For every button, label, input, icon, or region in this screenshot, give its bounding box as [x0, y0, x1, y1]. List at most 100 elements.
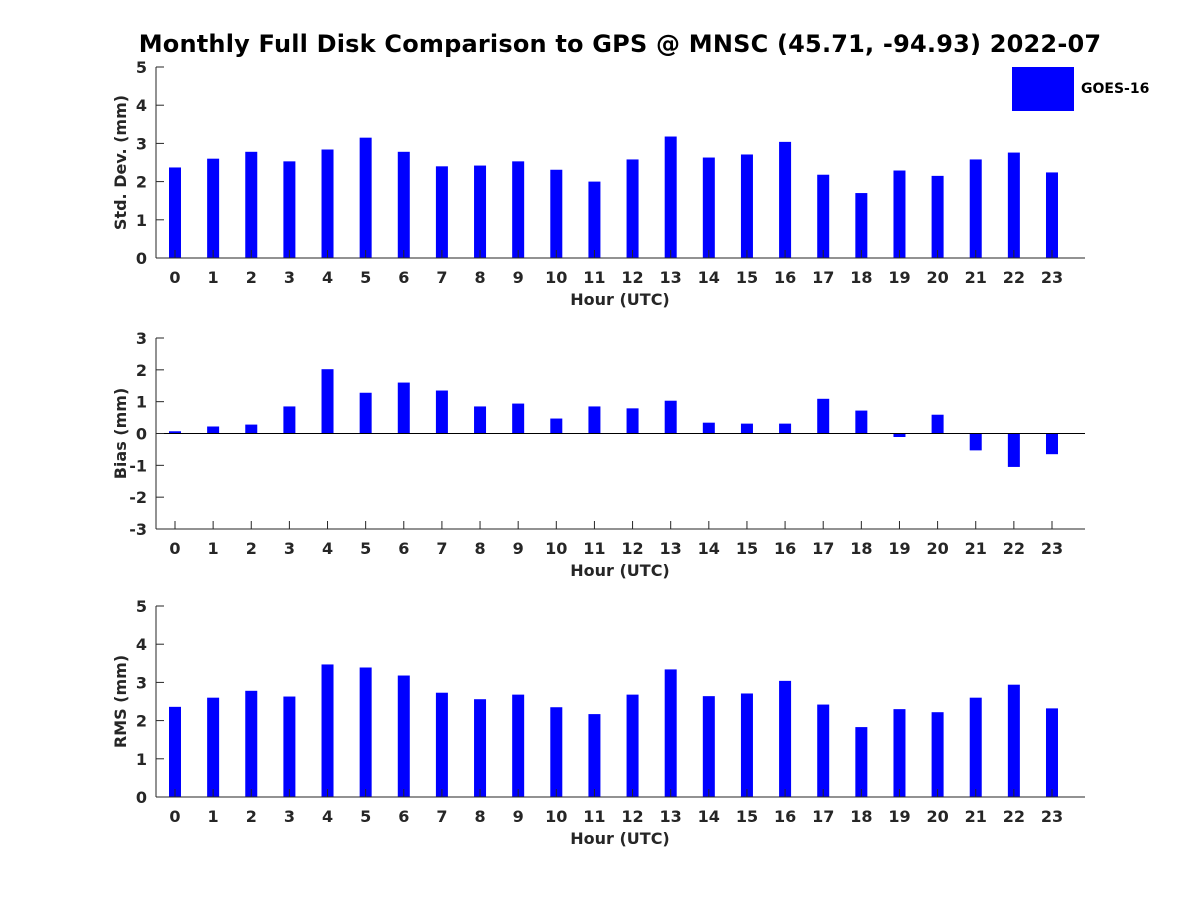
rms-xtick-label: 10 — [545, 807, 567, 826]
std-dev-bar-21 — [969, 159, 982, 258]
rms-bar-9 — [512, 694, 525, 797]
std-dev-xtick-label: 15 — [736, 268, 758, 287]
bias-xlabel: Hour (UTC) — [570, 561, 670, 580]
std-dev-bar-1 — [207, 158, 220, 258]
bias-xtick-label: 15 — [736, 539, 758, 558]
rms-ytick-label: 4 — [136, 635, 147, 654]
bias-bar-21 — [969, 433, 982, 451]
bias-xtick-label: 17 — [812, 539, 834, 558]
rms-xtick-label: 21 — [965, 807, 987, 826]
rms-xtick-label: 16 — [774, 807, 796, 826]
rms-bar-12 — [626, 694, 639, 797]
std-dev-xtick-label: 9 — [513, 268, 524, 287]
rms-bar-8 — [474, 699, 487, 797]
std-dev-bar-11 — [588, 181, 601, 258]
rms-xtick-label: 23 — [1041, 807, 1063, 826]
bias-xtick-label: 11 — [583, 539, 605, 558]
bias-bar-3 — [283, 406, 296, 434]
legend-label: GOES-16 — [1081, 81, 1150, 97]
rms-xtick-label: 8 — [474, 807, 485, 826]
bias-ytick-label: -1 — [129, 456, 147, 475]
rms-ytick-label: 2 — [136, 712, 147, 731]
rms-bar-7 — [435, 692, 448, 797]
std-dev-xtick-label: 7 — [436, 268, 447, 287]
rms-xlabel: Hour (UTC) — [570, 829, 670, 848]
rms-bar-22 — [1007, 684, 1020, 797]
std-dev-bar-12 — [626, 159, 639, 258]
bias-ytick-label: 3 — [136, 329, 147, 348]
std-dev-xtick-label: 6 — [398, 268, 409, 287]
bias-xtick-label: 2 — [246, 539, 257, 558]
std-dev-bar-22 — [1007, 152, 1020, 258]
bias-xtick-label: 23 — [1041, 539, 1063, 558]
rms-bar-6 — [397, 675, 410, 797]
rms-ytick-label: 0 — [136, 788, 147, 807]
rms-xtick-label: 12 — [621, 807, 643, 826]
bias-xtick-label: 3 — [284, 539, 295, 558]
bias-bar-17 — [817, 398, 830, 434]
bias-bar-23 — [1045, 433, 1058, 455]
rms-xtick-label: 2 — [246, 807, 257, 826]
std-dev-xtick-label: 22 — [1003, 268, 1025, 287]
bias-xtick-label: 12 — [621, 539, 643, 558]
rms-xtick-label: 4 — [322, 807, 333, 826]
std-dev-xtick-label: 3 — [284, 268, 295, 287]
rms-ylabel: RMS (mm) — [111, 655, 130, 748]
rms-xtick-label: 15 — [736, 807, 758, 826]
std-dev-bar-2 — [245, 151, 258, 258]
rms-bar-5 — [359, 667, 372, 797]
std-dev-bar-8 — [474, 165, 487, 258]
std-dev-xtick-label: 10 — [545, 268, 567, 287]
bias-bar-14 — [702, 422, 715, 434]
bias-xtick-label: 6 — [398, 539, 409, 558]
std-dev-ytick-label: 2 — [136, 173, 147, 192]
bias-bar-4 — [321, 369, 334, 434]
rms-bar-21 — [969, 697, 982, 797]
std-dev-xtick-label: 17 — [812, 268, 834, 287]
bias-xtick-label: 22 — [1003, 539, 1025, 558]
rms-bar-10 — [550, 707, 563, 797]
rms-xtick-label: 3 — [284, 807, 295, 826]
rms-bar-23 — [1045, 708, 1058, 797]
bias-xtick-label: 19 — [888, 539, 910, 558]
std-dev-bar-15 — [740, 154, 753, 258]
std-dev-xtick-label: 21 — [965, 268, 987, 287]
std-dev-xtick-label: 4 — [322, 268, 333, 287]
std-dev-ytick-label: 3 — [136, 134, 147, 153]
rms-xtick-label: 0 — [169, 807, 180, 826]
std-dev-xtick-label: 0 — [169, 268, 180, 287]
bias-xtick-label: 9 — [513, 539, 524, 558]
std-dev-bar-17 — [817, 174, 830, 258]
bias-xtick-label: 21 — [965, 539, 987, 558]
rms-ytick-label: 5 — [136, 597, 147, 616]
std-dev-bar-0 — [169, 167, 181, 258]
std-dev-xtick-label: 18 — [850, 268, 872, 287]
bias-bar-6 — [397, 382, 410, 434]
rms-xtick-label: 20 — [926, 807, 948, 826]
rms-xtick-label: 7 — [436, 807, 447, 826]
chart-title: Monthly Full Disk Comparison to GPS @ MN… — [138, 30, 1102, 58]
rms-bar-1 — [207, 697, 220, 797]
bias-bar-13 — [664, 400, 677, 434]
std-dev-bar-6 — [397, 151, 410, 258]
bias-bar-0 — [169, 431, 181, 434]
bias-xtick-label: 13 — [660, 539, 682, 558]
bias-bar-20 — [931, 414, 944, 434]
std-dev-bar-19 — [893, 170, 906, 258]
bias-bar-19 — [893, 433, 906, 438]
rms-bar-15 — [740, 693, 753, 797]
bias-xtick-label: 14 — [698, 539, 720, 558]
bias-bar-7 — [435, 390, 448, 434]
std-dev-bar-13 — [664, 136, 677, 258]
rms-xtick-label: 22 — [1003, 807, 1025, 826]
rms-bar-11 — [588, 714, 601, 797]
bias-bar-8 — [474, 406, 487, 434]
std-dev-xtick-label: 1 — [208, 268, 219, 287]
rms-xtick-label: 11 — [583, 807, 605, 826]
bias-xtick-label: 8 — [474, 539, 485, 558]
std-dev-ylabel: Std. Dev. (mm) — [111, 95, 130, 230]
bias-ytick-label: -3 — [129, 520, 147, 539]
rms-bar-20 — [931, 712, 944, 797]
std-dev-xtick-label: 19 — [888, 268, 910, 287]
